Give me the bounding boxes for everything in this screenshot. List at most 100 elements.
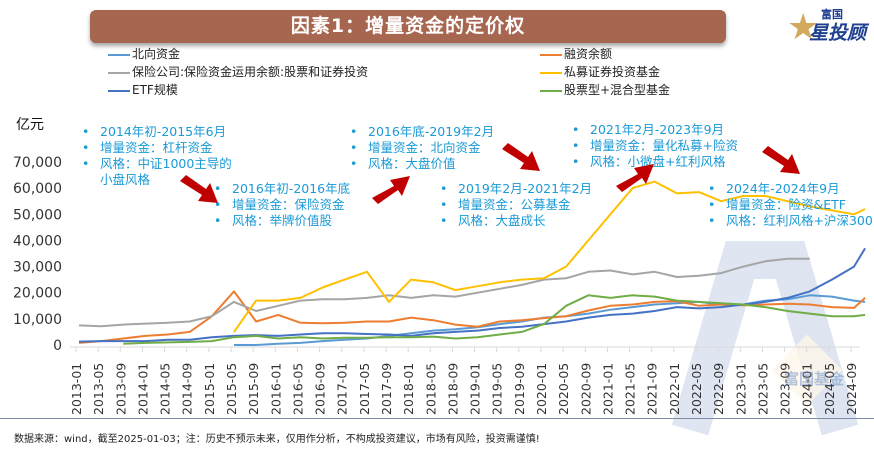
bullet-icon: • — [214, 213, 222, 228]
arrow-down-right-icon — [180, 175, 218, 203]
legend-swatch — [540, 89, 562, 92]
legend-label: 股票型+混合型基金 — [564, 83, 671, 97]
annotation-line: • 增量资金：北向资金 — [350, 140, 481, 155]
legend-item: 北向资金 — [108, 46, 180, 62]
annotation-block: • 2019年2月-2021年2月 • 增量资金：公募基金 • 风格：大盘成长 — [440, 181, 592, 229]
bullet-icon: • — [708, 213, 716, 228]
bullet-icon: • — [350, 140, 358, 155]
x-tick-label: 2019-01 — [468, 363, 483, 415]
x-tick-label: 2015-01 — [202, 363, 217, 415]
x-tick-label: 2024-01 — [800, 363, 815, 415]
bullet-icon: • — [440, 181, 448, 196]
x-tick-label: 2023-01 — [733, 363, 748, 415]
legend-label: 保险公司:保险资金运用余额:股票和证券投资 — [132, 65, 369, 79]
annotation-line: • 2016年初-2016年底 — [214, 181, 351, 196]
arrow-up-right-icon — [616, 164, 654, 192]
annotation-line: • 风格：大盘成长 — [440, 213, 546, 228]
page-title: 因素1：增量资金的定价权 — [90, 10, 726, 43]
x-tick-label: 2013-09 — [113, 363, 128, 415]
annotation-block: • 2016年底-2019年2月 • 增量资金：北向资金 • 风格：大盘价值 — [350, 124, 494, 172]
bullet-icon: • — [572, 154, 580, 169]
bullet-icon: • — [350, 156, 358, 171]
x-tick-label: 2022-09 — [711, 363, 726, 415]
bullet-icon: • — [572, 122, 580, 137]
annotation-line: • 增量资金：险资&ETF — [708, 197, 846, 212]
x-tick-label: 2023-05 — [755, 363, 770, 415]
legend-swatch — [540, 71, 562, 74]
legend-item: 融资余额 — [540, 46, 612, 62]
annotation-line: • 风格：大盘价值 — [350, 156, 456, 171]
legend-label: 私募证券投资基金 — [564, 65, 661, 79]
x-tick-label: 2024-05 — [822, 363, 837, 415]
bullet-icon: • — [572, 138, 580, 153]
x-tick-label: 2015-09 — [246, 363, 261, 415]
x-tick-label: 2015-05 — [224, 363, 239, 415]
star-icon: ★ — [787, 7, 820, 48]
legend-swatch — [108, 53, 130, 56]
brand-logo: ★ 富国 星投顾 — [785, 4, 870, 46]
x-tick-label: 2016-01 — [268, 363, 283, 415]
x-tick-label: 2014-01 — [135, 363, 150, 415]
legend-item: ETF规模 — [108, 82, 178, 98]
x-tick-label: 2018-09 — [445, 363, 460, 415]
legend-label: 北向资金 — [132, 47, 181, 61]
x-tick-label: 2018-05 — [423, 363, 438, 415]
annotation-line: • 增量资金：量化私募+险资 — [572, 138, 738, 153]
bullet-icon: • — [708, 181, 716, 196]
watermark-logo — [671, 241, 859, 436]
x-tick-label: 2018-01 — [401, 363, 416, 415]
x-tick-label: 2013-01 — [69, 363, 84, 415]
watermark-text: 富国基金 — [784, 370, 845, 388]
series-line — [78, 257, 810, 328]
bullet-icon: • — [440, 213, 448, 228]
x-tick-label: 2017-05 — [357, 363, 372, 415]
series-line — [233, 180, 866, 333]
x-tick-label: 2021-09 — [645, 363, 660, 415]
annotation-block: • 2014年初-2015年6月 • 增量资金：杠杆资金 • 风格：中证1000主导的 小盘… — [82, 124, 232, 188]
x-tick-label: 2020-09 — [578, 363, 593, 415]
annotation-block: • 2021年2月-2023年9月 • 增量资金：量化私募+险资 • 风格：小微盘+红利风… — [572, 122, 738, 170]
legend-item: 私募证券投资基金 — [540, 64, 660, 80]
bullet-icon: • — [214, 197, 222, 212]
y-tick-label: 60,000 — [13, 181, 62, 197]
y-tick-label: 20,000 — [13, 286, 62, 302]
annotation-line: • 2019年2月-2021年2月 — [440, 181, 593, 196]
x-tick-label: 2017-09 — [379, 363, 394, 415]
annotation-line: • 风格：红利风格+沪深300 — [708, 213, 873, 228]
annotation-line: • 2021年2月-2023年9月 — [572, 122, 725, 137]
bullet-icon: • — [708, 197, 716, 212]
x-tick-label: 2024-09 — [844, 363, 859, 415]
annotation-line: • 增量资金：公募基金 — [440, 197, 571, 212]
x-tick-label: 2019-09 — [512, 363, 527, 415]
x-tick-label: 2016-09 — [313, 363, 328, 415]
legend-swatch — [108, 89, 130, 92]
bullet-icon: • — [440, 197, 448, 212]
legend-label: ETF规模 — [132, 83, 178, 97]
annotation-line: • 风格：小微盘+红利风格 — [572, 154, 726, 169]
y-tick-label: 40,000 — [13, 233, 62, 249]
annotation-line: • 2016年底-2019年2月 — [350, 124, 495, 139]
footer-divider — [0, 418, 874, 419]
x-tick-label: 2021-01 — [600, 363, 615, 415]
bullet-icon: • — [82, 124, 90, 139]
bullet-icon: • — [214, 181, 222, 196]
legend-label: 融资余额 — [564, 47, 613, 61]
annotation-block: • 2016年初-2016年底 • 增量资金：保险资金 • 风格：举牌价值股 — [214, 181, 350, 229]
annotation-line: • 风格：举牌价值股 — [214, 213, 333, 228]
x-tick-label: 2019-05 — [490, 363, 505, 415]
bullet-icon: • — [82, 156, 90, 171]
x-tick-label: 2022-05 — [689, 363, 704, 415]
y-tick-label: 50,000 — [13, 207, 62, 223]
x-tick-label: 2014-09 — [180, 363, 195, 415]
annotation-line: • 增量资金：杠杆资金 — [82, 140, 213, 155]
annotation-block: • 2024年-2024年9月 • 增量资金：险资&ETF • 风格：红利风格+沪深300 — [708, 181, 873, 229]
arrow-down-right-icon — [762, 146, 800, 174]
logo-line2: 星投顾 — [809, 22, 867, 44]
y-tick-label: 0 — [53, 338, 62, 354]
y-tick-label: 10,000 — [13, 312, 62, 328]
y-axis-unit-label: 亿元 — [16, 117, 44, 133]
x-tick-label: 2022-01 — [667, 363, 682, 415]
annotation-line: 小盘风格 — [100, 172, 151, 187]
bullet-icon: • — [350, 124, 358, 139]
